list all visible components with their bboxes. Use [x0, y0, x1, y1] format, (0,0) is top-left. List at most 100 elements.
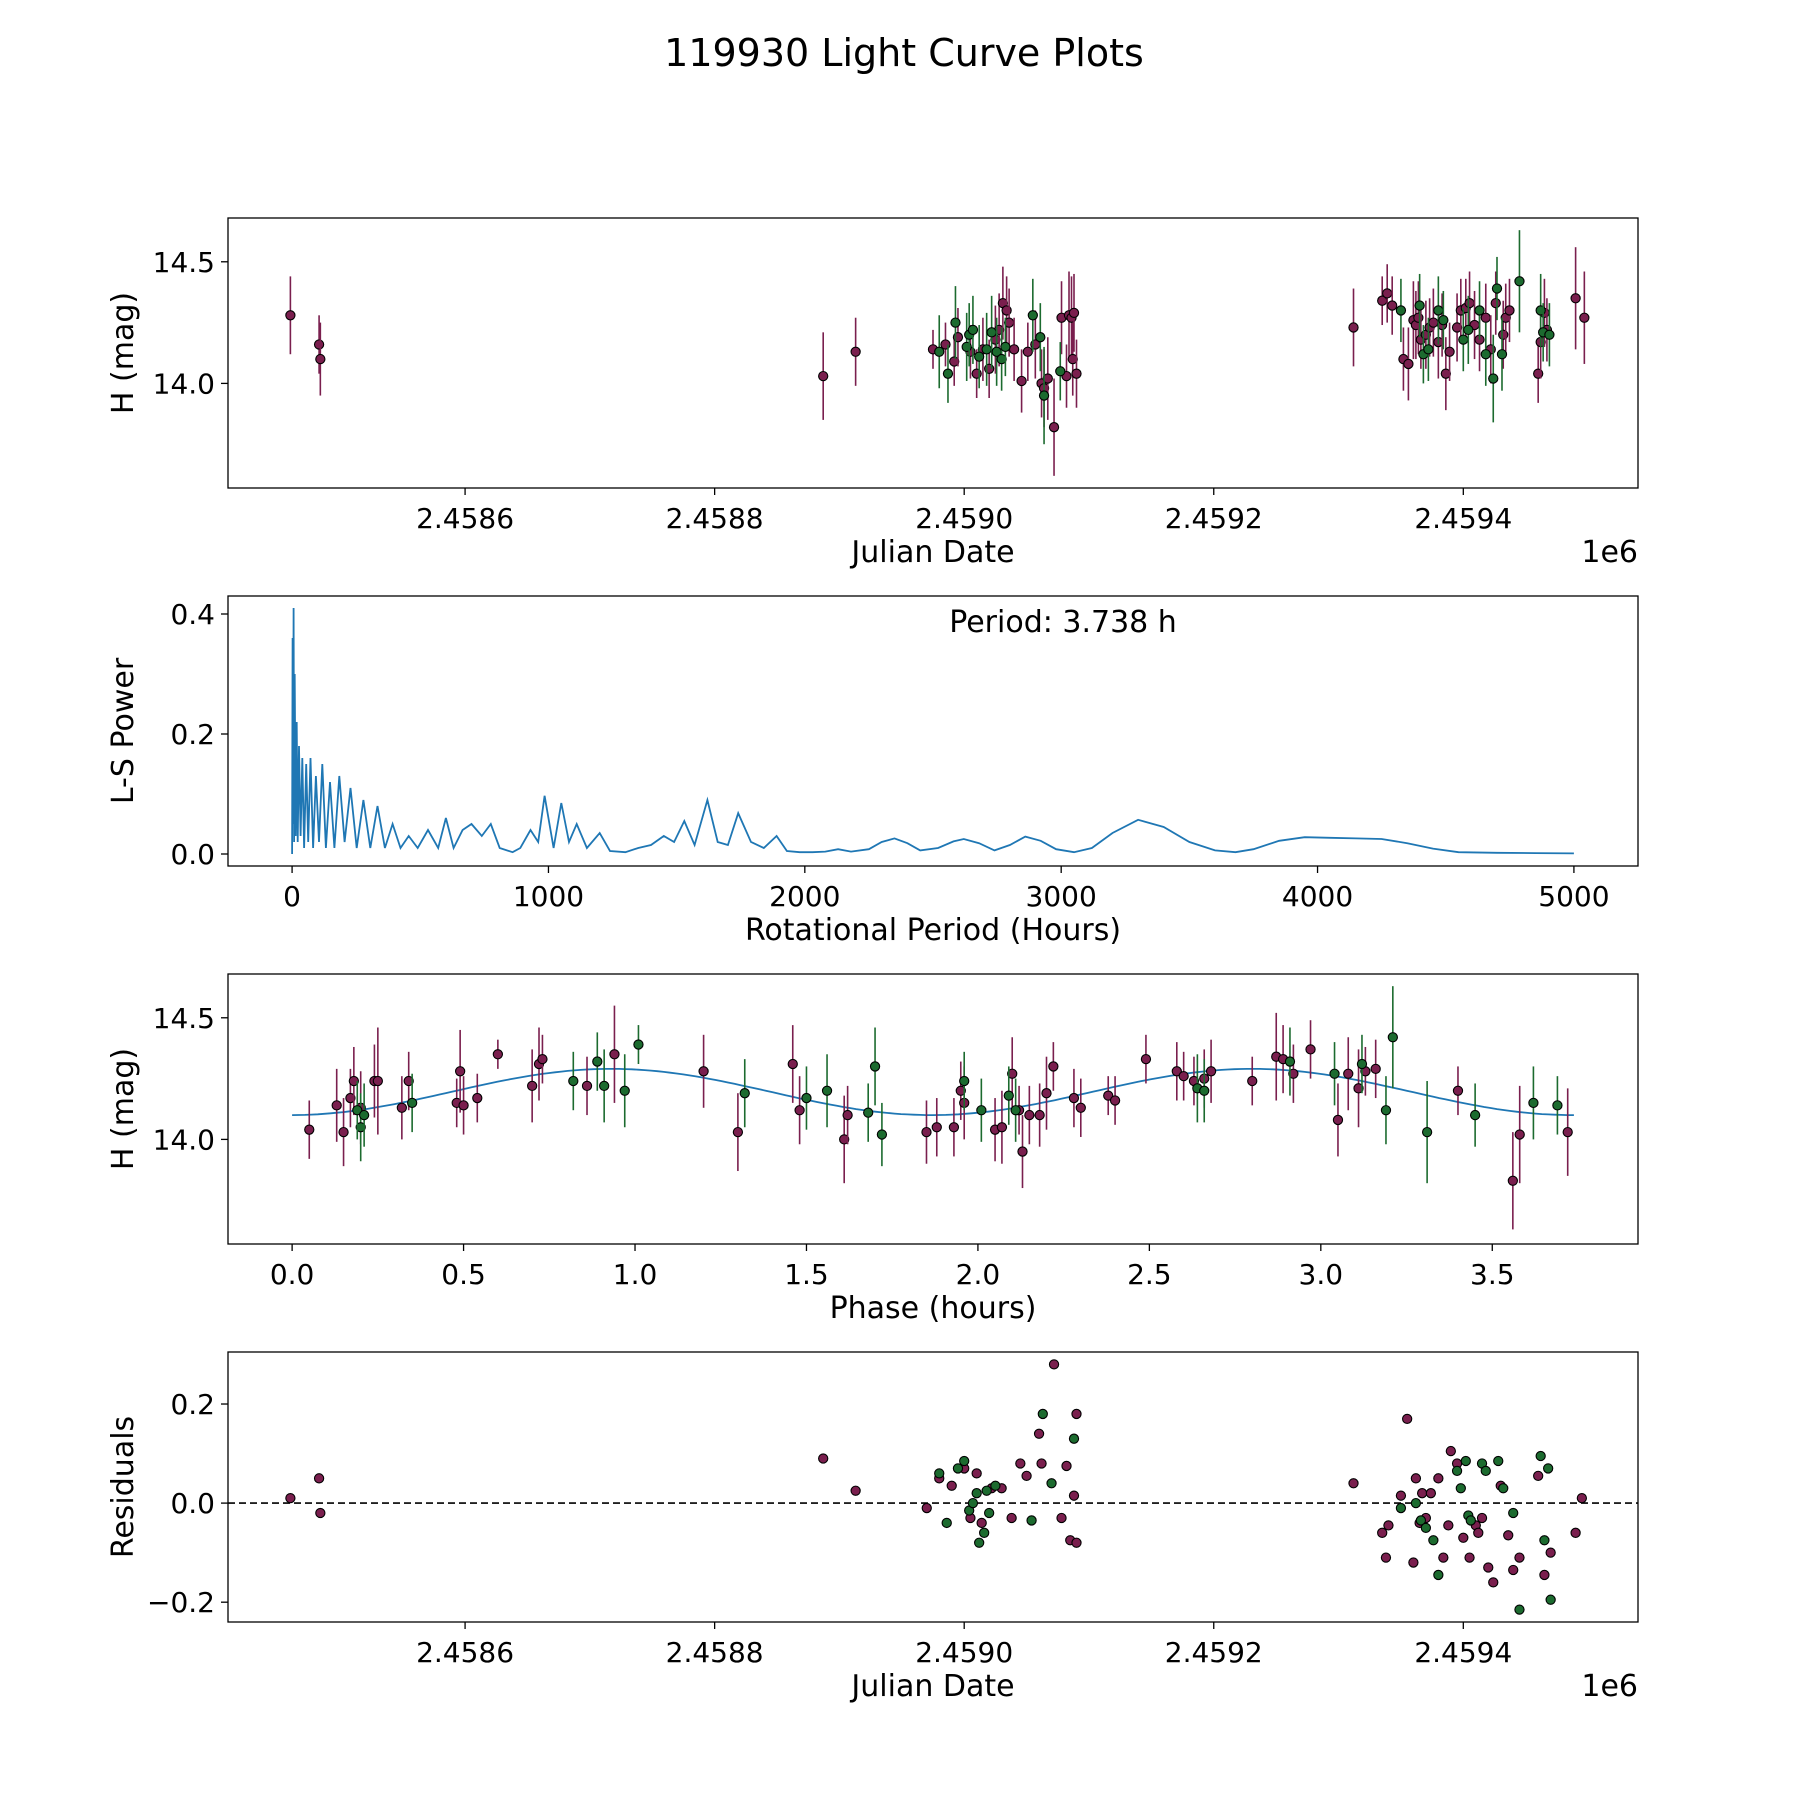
phased-xtick-label: 3.0: [1299, 1258, 1344, 1291]
lightcurve-point-green: [1414, 300, 1425, 311]
residuals-point-green: [1535, 1450, 1546, 1462]
residuals-point-magenta: [1380, 1552, 1392, 1563]
residuals-point-magenta: [818, 1453, 829, 1464]
phased-point-magenta: [948, 1122, 960, 1133]
phased-point-magenta: [732, 1126, 744, 1138]
periodogram-annotation: Period: 3.738 h: [949, 605, 1177, 640]
lightcurve-point-green: [1480, 349, 1491, 360]
residuals-point-green: [1395, 1502, 1407, 1514]
phased-point-magenta: [581, 1080, 593, 1092]
lightcurve-point-green: [1423, 344, 1434, 355]
lightcurve-point-magenta: [1504, 305, 1515, 316]
phased-point-green: [619, 1085, 630, 1096]
residuals-offset-label: 1e6: [1581, 1669, 1638, 1704]
residuals-point-magenta: [1508, 1564, 1519, 1576]
phased-point-green: [959, 1075, 970, 1087]
lightcurve-point-green: [1000, 341, 1011, 353]
phased-point-green: [1469, 1109, 1481, 1121]
phased-point-magenta: [698, 1066, 709, 1077]
phased-point-magenta: [1452, 1085, 1464, 1096]
residuals-point-green: [1428, 1535, 1439, 1546]
lightcurve-point-green: [981, 344, 992, 355]
periodogram-panel: 0 1000 2000 3000 4000 5000 0.0 0.2 0.4 Rotational…: [106, 595, 1639, 948]
residuals-point-green: [1451, 1465, 1463, 1477]
residuals-xtick-label: 2.4586: [416, 1636, 514, 1669]
residuals-point-magenta: [1015, 1458, 1026, 1469]
phased-point-magenta: [304, 1124, 315, 1135]
lightcurve-xtick-label: 2.4592: [1165, 502, 1263, 535]
residuals-point-green: [971, 1488, 982, 1499]
residuals-point-magenta: [1036, 1458, 1047, 1469]
lightcurve-point-green: [1395, 305, 1407, 316]
lightcurve-point-magenta: [1451, 322, 1463, 333]
residuals-point-magenta: [1473, 1527, 1484, 1538]
phased-xtick-label: 0.0: [270, 1258, 315, 1291]
residuals-point-magenta: [1545, 1547, 1556, 1558]
residuals-point-green: [1498, 1483, 1509, 1494]
phased-point-magenta: [1007, 1068, 1018, 1079]
lightcurve-xtick-label: 2.4594: [1414, 502, 1512, 535]
residuals-point-magenta: [1033, 1428, 1045, 1439]
lightcurve-frame: [227, 217, 1639, 489]
phased-point-magenta: [527, 1080, 538, 1092]
phased-point-magenta: [537, 1053, 548, 1065]
lightcurve-plot-area: [285, 230, 1590, 476]
residuals-point-green: [1543, 1463, 1554, 1474]
phased-point-green: [1356, 1058, 1368, 1070]
periodogram-xtick-label: 0: [283, 880, 301, 913]
periodogram-frame: [227, 595, 1639, 867]
lightcurve-point-magenta: [1387, 300, 1398, 311]
lightcurve-point-magenta: [1042, 373, 1053, 384]
phased-point-green: [876, 1129, 888, 1140]
periodogram-xlabel: Rotational Period (Hours): [745, 913, 1121, 948]
lightcurve-point-magenta: [1071, 368, 1082, 379]
residuals-point-magenta: [1443, 1520, 1454, 1531]
phased-point-green: [1387, 1032, 1398, 1043]
phased-point-magenta: [396, 1102, 407, 1113]
phased-point-magenta: [1205, 1066, 1217, 1077]
residuals-point-green: [1539, 1535, 1550, 1546]
phased-point-magenta: [348, 1075, 359, 1087]
phased-point-magenta: [1171, 1066, 1182, 1077]
lightcurve-point-green: [942, 368, 954, 379]
phased-point-magenta: [372, 1075, 383, 1087]
lightcurve-panel: 2.4586 2.4588 2.4590 2.4592 2.4594 14.0 14.5 Ju…: [106, 217, 1639, 570]
residuals-point-magenta: [1438, 1552, 1449, 1563]
phased-point-magenta: [787, 1058, 798, 1070]
phased-point-magenta: [794, 1105, 805, 1116]
phased-xtick-label: 0.5: [441, 1258, 486, 1291]
residuals-point-green: [979, 1527, 990, 1538]
phased-point-magenta: [492, 1049, 504, 1060]
phased-xlabel: Phase (hours): [830, 1291, 1037, 1326]
periodogram-series-line: [291, 607, 1574, 855]
lightcurve-point-magenta: [313, 339, 325, 350]
lightcurve-point-magenta: [1464, 297, 1475, 309]
residuals-point-magenta: [1576, 1492, 1587, 1504]
lightcurve-point-magenta: [1022, 346, 1033, 357]
phased-point-magenta: [1353, 1083, 1364, 1094]
residuals-ytick-label: 0.2: [170, 1388, 215, 1421]
lightcurve-point-green: [986, 327, 997, 338]
residuals-point-magenta: [1476, 1512, 1488, 1524]
residuals-point-green: [1545, 1594, 1556, 1605]
residuals-xtick-label: 2.4592: [1165, 1636, 1263, 1669]
lightcurve-point-magenta: [1382, 288, 1393, 299]
residuals-point-magenta: [1570, 1527, 1581, 1538]
phased-point-magenta: [472, 1092, 483, 1104]
lightcurve-point-magenta: [1008, 344, 1020, 355]
residuals-point-magenta: [1395, 1490, 1407, 1501]
residuals-point-green: [1433, 1569, 1444, 1581]
residuals-plot-area: [228, 1359, 1638, 1615]
lightcurve-ytick-label: 14.5: [153, 246, 215, 279]
lightcurve-point-green: [1038, 390, 1050, 401]
phased-point-magenta: [1332, 1114, 1344, 1126]
lightcurve-point-green: [1055, 366, 1066, 377]
lightcurve-point-magenta: [285, 310, 296, 321]
lightcurve-point-magenta: [315, 353, 326, 365]
phased-point-magenta: [1075, 1102, 1086, 1113]
phased-point-green: [821, 1085, 833, 1096]
phased-point-magenta: [1514, 1129, 1525, 1140]
phased-point-green: [1421, 1126, 1433, 1138]
residuals-point-magenta: [1416, 1488, 1428, 1499]
